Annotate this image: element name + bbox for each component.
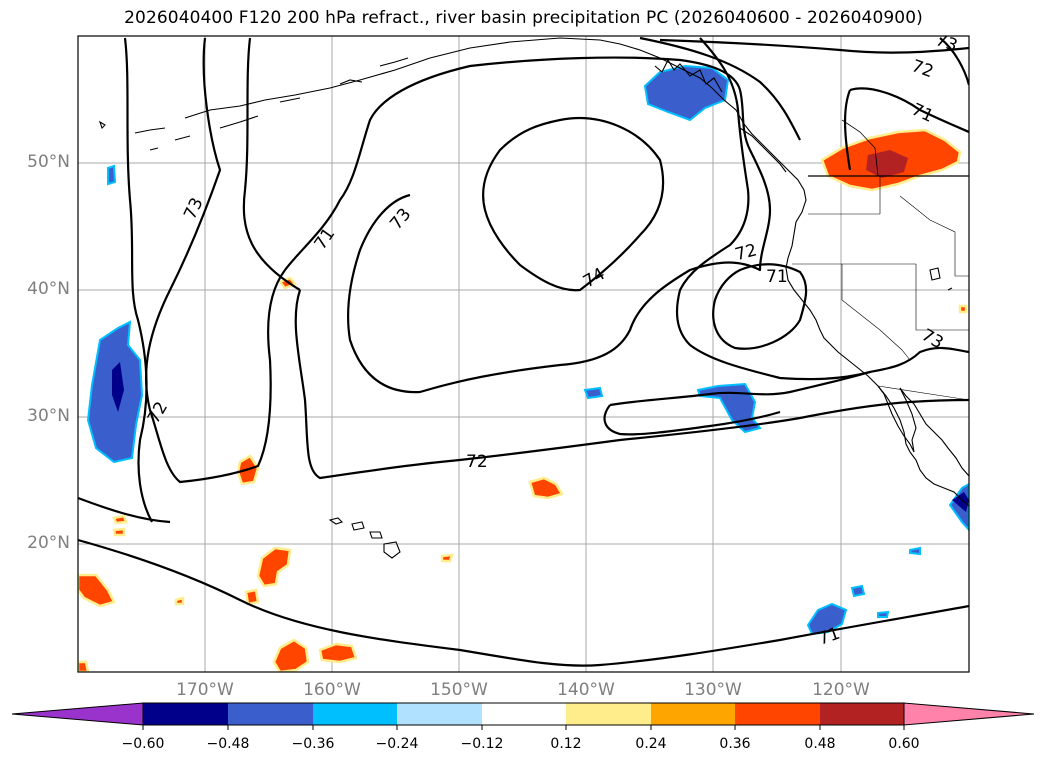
colorbar-tick-label: −0.60 xyxy=(121,736,165,752)
colorbar-tick-label: 0.36 xyxy=(719,736,751,752)
map-frame xyxy=(77,35,970,673)
colorbar-tick-label: −0.36 xyxy=(291,736,335,752)
contour-label: 71 xyxy=(311,224,340,253)
contour-label: 72 xyxy=(733,240,759,265)
contour-label: 73 xyxy=(933,30,960,56)
contour-label: 71 xyxy=(908,100,936,127)
contour-label: 73 xyxy=(386,205,415,234)
contour-label: 71 xyxy=(766,267,788,287)
colorbar-tick-label: 0.60 xyxy=(888,736,920,752)
colorbar-tick-label: −0.48 xyxy=(206,736,250,752)
lon-label: 160°W xyxy=(303,680,361,700)
lat-label: 50°N xyxy=(27,152,70,172)
map-title: 2026040400 F120 200 hPa refract., river … xyxy=(124,8,923,28)
lat-label: 30°N xyxy=(27,406,70,426)
colorbar-bin xyxy=(228,703,313,725)
colorbar-tick-label: 0.12 xyxy=(550,736,582,752)
lon-label: 170°W xyxy=(176,680,234,700)
lon-label: 120°W xyxy=(812,680,870,700)
colorbar-bin xyxy=(313,703,397,725)
colorbar-tick-label: −0.24 xyxy=(375,736,419,752)
contour-label: 73 xyxy=(180,195,207,223)
colorbar-tick-label: 0.48 xyxy=(804,736,836,752)
precip-positive-areas xyxy=(78,128,968,672)
colorbar-bin xyxy=(820,703,904,725)
lat-label: 20°N xyxy=(27,533,70,553)
contours xyxy=(78,36,969,667)
precip-negative-areas xyxy=(86,64,969,636)
contour-label: 72 xyxy=(466,452,488,472)
colorbar-bin xyxy=(397,703,482,725)
colorbar-bin xyxy=(651,703,735,725)
contour-label: 73 xyxy=(918,325,947,353)
colorbar-bin xyxy=(143,703,228,725)
colorbar-bin xyxy=(735,703,820,725)
lon-label: 130°W xyxy=(684,680,742,700)
colorbar-tick-label: 0.24 xyxy=(635,736,667,752)
lon-label: 140°W xyxy=(557,680,615,700)
colorbar-extend-min xyxy=(11,702,144,726)
lat-label: 40°N xyxy=(27,279,70,299)
colorbar-extend-max xyxy=(903,702,1035,726)
colorbar xyxy=(11,702,1035,730)
colorbar-tick-label: −0.12 xyxy=(460,736,504,752)
colorbar-bin xyxy=(566,703,651,725)
colorbar-bin xyxy=(482,703,566,725)
lon-label: 150°W xyxy=(430,680,488,700)
contour-label: 72 xyxy=(909,56,936,82)
